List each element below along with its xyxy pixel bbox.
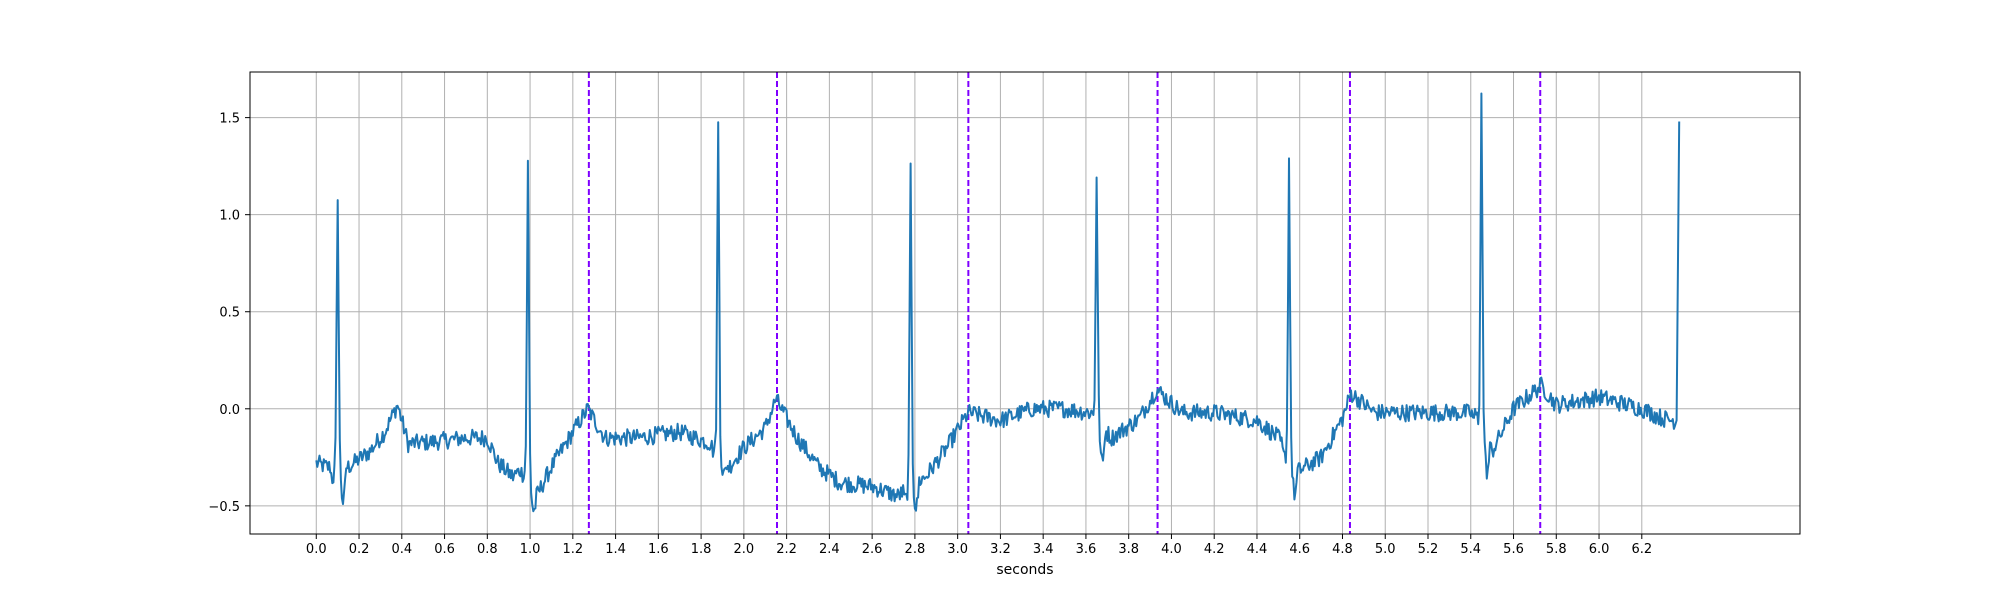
x-tick-label: 5.6 [1503, 542, 1524, 557]
x-tick-label: 1.4 [605, 542, 626, 557]
x-tick-label: 5.2 [1418, 542, 1439, 557]
x-tick-label: 2.6 [862, 542, 883, 557]
y-tick-label: 1.5 [219, 112, 240, 127]
x-tick-label: 3.0 [947, 542, 968, 557]
grid-layer [250, 72, 1800, 534]
y-tick-label: −0.5 [208, 500, 240, 515]
y-tick-label: 0.0 [219, 403, 240, 418]
x-tick-label: 3.6 [1076, 542, 1097, 557]
x-tick-label: 3.8 [1118, 542, 1139, 557]
x-tick-label: 6.2 [1631, 542, 1652, 557]
x-tick-label: 2.2 [776, 542, 797, 557]
x-tick-label: 2.0 [734, 542, 755, 557]
x-tick-label: 1.0 [520, 542, 541, 557]
x-tick-label: 6.0 [1589, 542, 1610, 557]
x-tick-label: 0.6 [434, 542, 455, 557]
x-tick-label: 5.4 [1460, 542, 1481, 557]
x-tick-label: 4.0 [1161, 542, 1182, 557]
series-layer [315, 92, 1681, 513]
vline-layer [587, 72, 1542, 534]
x-axis-label: seconds [996, 562, 1053, 578]
x-tick-label: 5.0 [1375, 542, 1396, 557]
x-tick-label: 4.6 [1289, 542, 1310, 557]
x-tick-label: 2.8 [905, 542, 926, 557]
ecg-series-line [315, 92, 1681, 513]
x-tick-label: 5.8 [1546, 542, 1567, 557]
x-tick-label: 3.4 [1033, 542, 1054, 557]
x-tick-label: 3.2 [990, 542, 1011, 557]
x-tick-label: 2.4 [819, 542, 840, 557]
y-tick-label: 1.0 [219, 209, 240, 224]
tick-layer: 0.0 0.2 0.4 0.6 0.8 1.0 1.2 1.4 1.6 1.8 2.0 2.2 2.4 2… [208, 112, 1652, 557]
x-tick-label: 1.6 [648, 542, 669, 557]
y-tick-label: 0.5 [219, 306, 240, 321]
x-tick-label: 1.2 [562, 542, 583, 557]
x-tick-label: 0.8 [477, 542, 498, 557]
x-tick-label: 1.8 [691, 542, 712, 557]
x-tick-label: 4.4 [1247, 542, 1268, 557]
x-tick-label: 0.4 [391, 542, 412, 557]
x-tick-label: 0.0 [306, 542, 327, 557]
x-tick-label: 0.2 [349, 542, 370, 557]
x-tick-label: 4.8 [1332, 542, 1353, 557]
plot-frame [249, 71, 1801, 535]
x-tick-label: 4.2 [1204, 542, 1225, 557]
